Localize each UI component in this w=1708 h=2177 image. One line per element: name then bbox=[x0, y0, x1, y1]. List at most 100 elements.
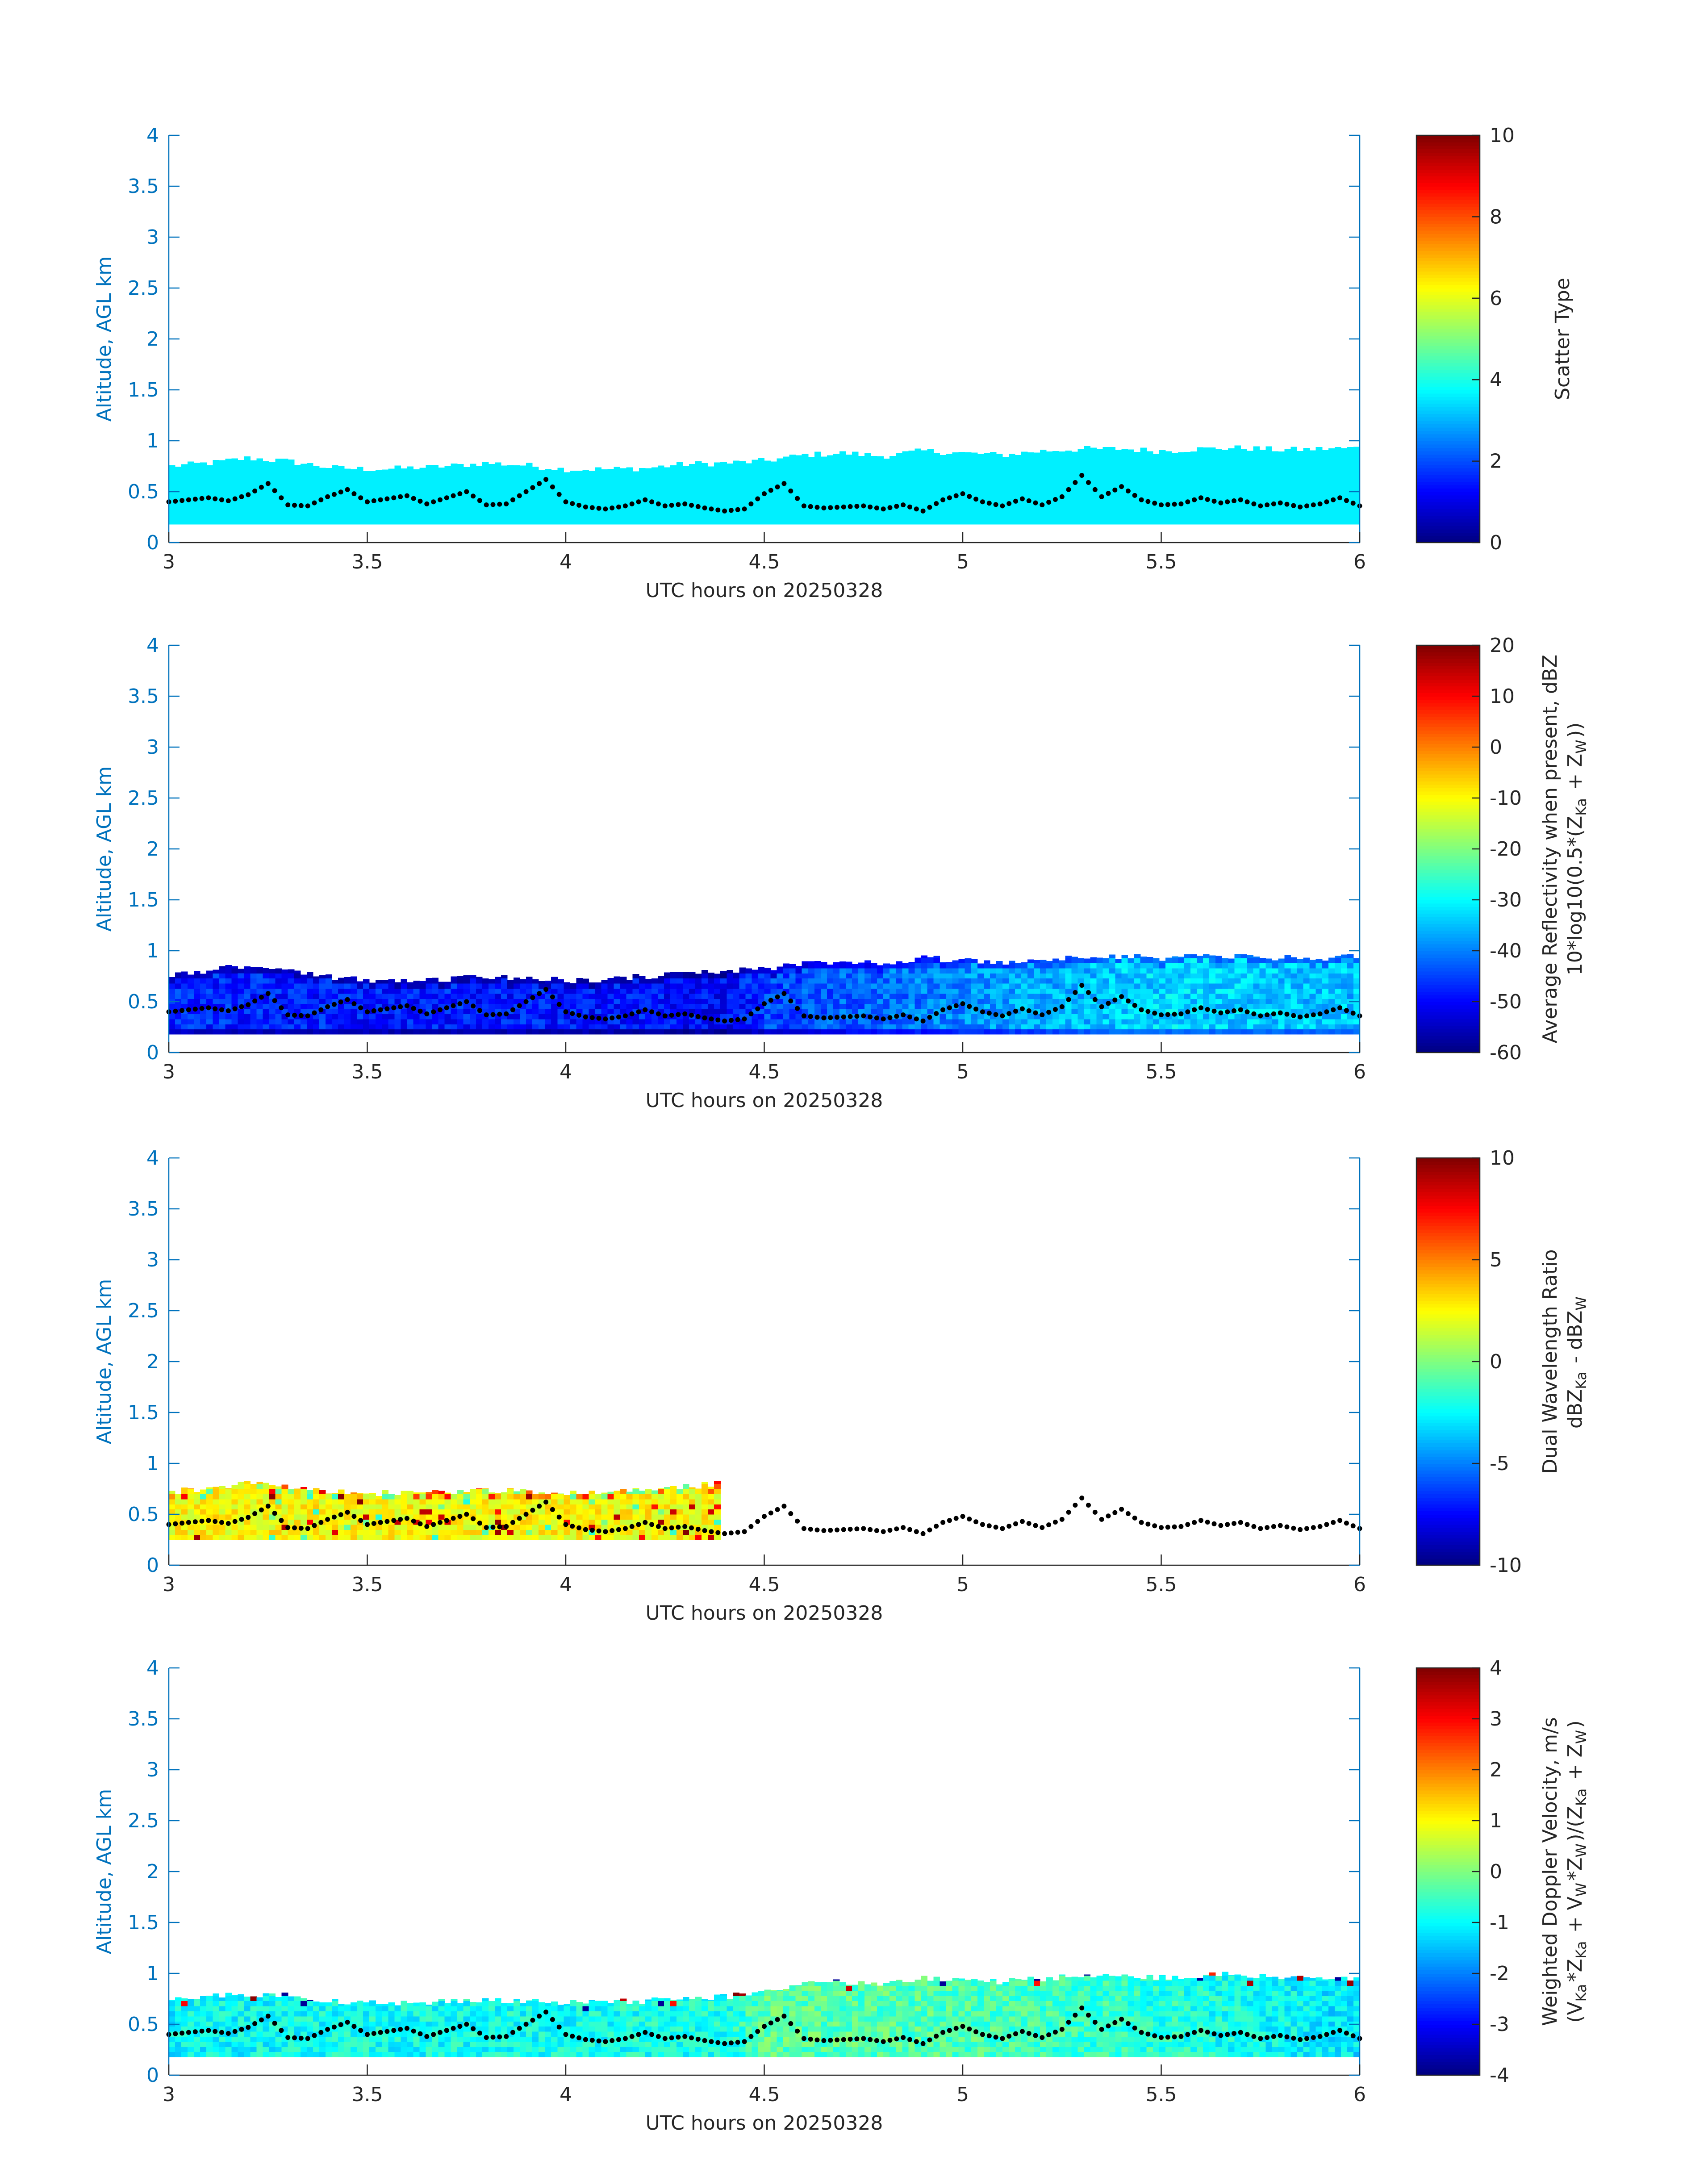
heatmap-cell bbox=[965, 1019, 972, 1024]
heatmap-cell bbox=[651, 509, 658, 514]
heatmap-cell bbox=[244, 1024, 251, 1030]
heatmap-cell bbox=[551, 1003, 558, 1009]
heatmap-cell bbox=[1353, 468, 1360, 474]
heatmap-cell bbox=[213, 463, 219, 469]
heatmap-cell bbox=[620, 1024, 627, 1030]
heatmap-cell bbox=[1121, 954, 1128, 958]
heatmap-cell bbox=[219, 973, 226, 979]
heatmap-cell bbox=[1121, 1024, 1128, 1030]
heatmap-cell bbox=[1209, 463, 1216, 469]
heatmap-cell bbox=[1052, 978, 1059, 984]
heatmap-cell bbox=[457, 504, 464, 510]
heatmap-cell bbox=[720, 978, 727, 984]
heatmap-cell bbox=[319, 473, 326, 479]
heatmap-cell bbox=[877, 514, 884, 520]
heatmap-cell bbox=[1002, 463, 1009, 469]
heatmap-cell bbox=[864, 519, 871, 525]
heatmap-cell bbox=[595, 1024, 602, 1030]
heatmap-cell bbox=[827, 499, 834, 504]
heatmap-cell bbox=[1315, 448, 1323, 453]
heatmap-cell bbox=[532, 983, 539, 989]
heatmap-cell bbox=[770, 978, 777, 984]
heatmap-cell bbox=[927, 473, 934, 479]
heatmap-cell bbox=[175, 514, 182, 520]
heatmap-cell bbox=[1102, 1024, 1110, 1030]
heatmap-cell bbox=[802, 454, 809, 459]
heatmap-cell bbox=[858, 463, 865, 469]
heatmap-cell bbox=[1052, 983, 1059, 989]
heatmap-cell bbox=[1272, 473, 1279, 479]
heatmap-cell bbox=[1184, 514, 1191, 520]
heatmap-cell bbox=[545, 1024, 551, 1030]
heatmap-cell bbox=[357, 981, 363, 984]
colorbar-band bbox=[1416, 227, 1480, 231]
heatmap-cell bbox=[551, 473, 558, 479]
heatmap-cell bbox=[1065, 968, 1072, 974]
marker-point bbox=[808, 504, 813, 509]
heatmap-cell bbox=[1090, 448, 1097, 453]
heatmap-cell bbox=[683, 978, 689, 984]
heatmap-cell bbox=[1102, 514, 1110, 520]
heatmap-cell bbox=[889, 983, 896, 989]
heatmap-cell bbox=[294, 983, 301, 989]
heatmap-cell bbox=[702, 1009, 708, 1014]
heatmap-cell bbox=[1297, 489, 1304, 494]
heatmap-cell bbox=[432, 519, 439, 525]
heatmap-cell bbox=[1071, 499, 1078, 504]
marker-point bbox=[914, 506, 919, 512]
heatmap-cell bbox=[1140, 999, 1147, 1004]
heatmap-cell bbox=[908, 999, 915, 1004]
heatmap-cell bbox=[545, 1029, 551, 1035]
heatmap-cell bbox=[269, 973, 276, 979]
heatmap-cell bbox=[852, 473, 859, 479]
heatmap-cell bbox=[188, 519, 194, 525]
heatmap-cell bbox=[864, 493, 871, 499]
heatmap-cell bbox=[256, 973, 263, 979]
heatmap-cell bbox=[1228, 519, 1235, 525]
heatmap-cell bbox=[695, 988, 702, 994]
heatmap-cell bbox=[526, 509, 533, 514]
heatmap-cell bbox=[626, 980, 633, 984]
heatmap-cell bbox=[275, 499, 282, 504]
heatmap-cell bbox=[1052, 1019, 1059, 1024]
heatmap-cell bbox=[933, 519, 940, 525]
heatmap-cell bbox=[1178, 463, 1185, 469]
heatmap-cell bbox=[476, 468, 483, 474]
heatmap-cell bbox=[789, 988, 796, 994]
heatmap-cell bbox=[369, 493, 376, 499]
heatmap-cell bbox=[1347, 473, 1354, 479]
heatmap-cell bbox=[827, 1029, 834, 1035]
x-tick-label: 4 bbox=[560, 551, 572, 573]
heatmap-cell bbox=[200, 483, 207, 489]
heatmap-cell bbox=[739, 967, 746, 969]
heatmap-cell bbox=[238, 983, 244, 989]
heatmap-cell bbox=[896, 514, 902, 520]
heatmap-cell bbox=[1184, 453, 1191, 459]
heatmap-cell bbox=[1128, 449, 1135, 453]
heatmap-cell bbox=[288, 1003, 295, 1009]
heatmap-cell bbox=[827, 519, 834, 525]
heatmap-cell bbox=[808, 961, 815, 963]
colorbar-band bbox=[1416, 223, 1480, 227]
heatmap-cell bbox=[858, 968, 865, 974]
heatmap-cell bbox=[394, 1019, 401, 1024]
heatmap-cell bbox=[514, 988, 520, 994]
heatmap-cell bbox=[1240, 453, 1247, 459]
heatmap-cell bbox=[501, 465, 508, 469]
heatmap-cell bbox=[1027, 509, 1034, 514]
heatmap-cell bbox=[1228, 453, 1235, 459]
heatmap-cell bbox=[281, 499, 288, 504]
heatmap-cell bbox=[1146, 1029, 1153, 1035]
heatmap-cell bbox=[921, 463, 927, 469]
heatmap-cell bbox=[896, 509, 902, 514]
heatmap-cell bbox=[532, 514, 539, 520]
heatmap-cell bbox=[1027, 453, 1034, 459]
heatmap-cell bbox=[1278, 489, 1285, 494]
heatmap-cell bbox=[1259, 453, 1266, 459]
heatmap-cell bbox=[219, 988, 226, 994]
heatmap-cell bbox=[946, 1014, 953, 1020]
heatmap-cell bbox=[1077, 999, 1084, 1004]
heatmap-cell bbox=[357, 483, 363, 489]
heatmap-cell bbox=[1146, 493, 1153, 499]
heatmap-cell bbox=[401, 519, 407, 525]
